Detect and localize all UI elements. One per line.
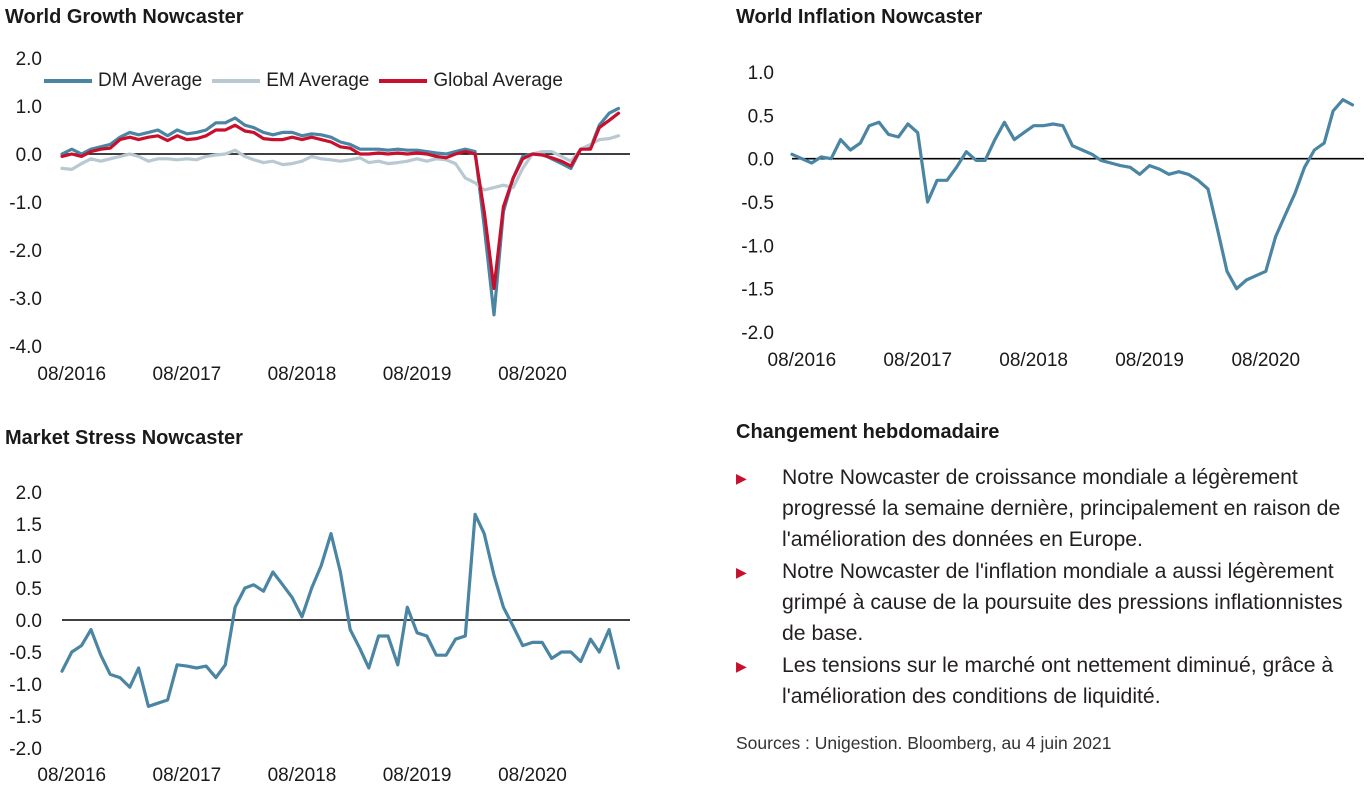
commentary-bullet: ▶ Notre Nowcaster de croissance mondiale… (736, 462, 1368, 555)
y-tick-label: -1.5 (741, 280, 774, 301)
x-tick-label: 08/2016 (768, 350, 837, 371)
growth-chart-legend: DM Average EM Average Global Average (44, 70, 573, 92)
x-tick-label: 08/2016 (37, 364, 106, 385)
series-line-series-0 (790, 98, 1355, 291)
x-tick-label: 08/2020 (1231, 350, 1300, 371)
legend-item-em: EM Average (212, 70, 369, 92)
y-tick-label: 1.0 (16, 97, 42, 118)
y-tick-label: 2.0 (16, 49, 42, 70)
legend-label-dm: DM Average (98, 70, 203, 91)
commentary-bullet: ▶ Notre Nowcaster de l'inflation mondial… (736, 556, 1368, 649)
growth-chart-title: World Growth Nowcaster (5, 6, 244, 28)
series-line-em-average (60, 134, 621, 192)
stress-chart-title: Market Stress Nowcaster (5, 427, 243, 449)
y-tick-label: 1.0 (748, 63, 774, 84)
commentary-title: Changement hebdomadaire (736, 421, 1000, 443)
y-tick-label: -3.0 (9, 289, 42, 310)
y-tick-label: -0.5 (9, 643, 42, 664)
commentary-bullet-text: Les tensions sur le marché ont nettement… (782, 654, 1334, 708)
x-tick-label: 08/2017 (153, 364, 222, 385)
y-tick-label: 0.0 (16, 611, 42, 632)
inflation-chart: 1.0 0.5 0.0 -0.5 -1.0 -1.5 -2.0 08/2016 08/2017 0… (741, 63, 1364, 371)
y-tick-label: -0.5 (741, 193, 774, 214)
y-tick-label: 0.0 (748, 150, 774, 171)
y-tick-label: -2.0 (741, 323, 774, 344)
commentary-bullet: ▶ Les tensions sur le marché ont netteme… (736, 650, 1368, 712)
y-tick-label: -1.0 (9, 675, 42, 696)
y-tick-label: -1.0 (9, 193, 42, 214)
y-tick-label: 1.5 (16, 515, 42, 536)
triangle-right-icon: ▶ (736, 658, 747, 674)
x-tick-label: 08/2018 (268, 765, 337, 786)
y-tick-label: -2.0 (9, 241, 42, 262)
series-line-global-average (60, 111, 621, 290)
y-tick-label: 2.0 (16, 483, 42, 504)
x-tick-label: 08/2019 (383, 364, 452, 385)
series-line-series-0 (60, 512, 621, 708)
legend-swatch-em (212, 79, 261, 83)
y-tick-label: -1.5 (9, 707, 42, 728)
y-tick-label: 1.0 (16, 547, 42, 568)
y-tick-label: 0.5 (16, 579, 42, 600)
legend-swatch-global (379, 79, 428, 83)
x-tick-label: 08/2020 (498, 364, 567, 385)
triangle-right-icon: ▶ (736, 564, 747, 580)
x-tick-label: 08/2019 (1115, 350, 1184, 371)
y-tick-label: 0.0 (16, 145, 42, 166)
legend-label-global: Global Average (433, 70, 563, 91)
commentary-bullet-text: Notre Nowcaster de l'inflation mondiale … (782, 560, 1343, 645)
x-tick-label: 08/2019 (383, 765, 452, 786)
y-tick-label: -1.0 (741, 236, 774, 257)
stress-chart: 2.0 1.5 1.0 0.5 0.0 -0.5 -1.0 -1.5 -2.0 08/2016 08… (9, 483, 630, 786)
sources-note: Sources : Unigestion. Bloomberg, au 4 ju… (736, 733, 1112, 753)
y-tick-label: 0.5 (748, 106, 774, 127)
y-tick-label: -4.0 (9, 337, 42, 358)
x-tick-label: 08/2018 (268, 364, 337, 385)
legend-item-dm: DM Average (44, 70, 202, 92)
commentary-bullet-text: Notre Nowcaster de croissance mondiale a… (782, 466, 1341, 551)
legend-swatch-dm (44, 79, 92, 83)
x-tick-label: 08/2018 (999, 350, 1068, 371)
x-tick-label: 08/2017 (883, 350, 952, 371)
x-tick-label: 08/2020 (498, 765, 567, 786)
growth-chart: 2.0 1.0 0.0 -1.0 -2.0 -3.0 -4.0 08/2016 08/2017 0… (9, 49, 630, 385)
legend-item-global: Global Average (379, 70, 563, 92)
x-tick-label: 08/2017 (153, 765, 222, 786)
triangle-right-icon: ▶ (736, 470, 747, 486)
x-tick-label: 08/2016 (37, 765, 106, 786)
commentary-list: ▶ Notre Nowcaster de croissance mondiale… (736, 462, 1368, 713)
legend-label-em: EM Average (266, 70, 370, 91)
y-tick-label: -2.0 (9, 739, 42, 760)
inflation-chart-title: World Inflation Nowcaster (736, 6, 983, 28)
